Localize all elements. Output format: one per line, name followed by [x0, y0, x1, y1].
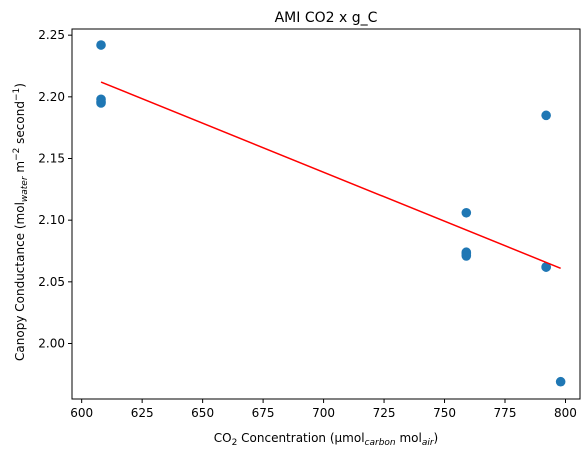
regression-line: [100, 81, 561, 269]
data-point: [541, 110, 551, 121]
x-label-sub2: air: [422, 438, 435, 448]
data-point: [461, 251, 472, 261]
x-label-sub1: carbon: [365, 438, 396, 448]
y-label-sup1: −2: [12, 148, 22, 161]
data-point: [555, 376, 566, 387]
x-tick-label: 625: [131, 406, 154, 420]
y-tick-label: 2.10: [38, 213, 65, 227]
x-tick-label: 750: [433, 406, 456, 420]
axes-frame: [71, 28, 581, 400]
x-tick-label: 675: [252, 406, 275, 420]
data-point: [96, 40, 106, 50]
x-label-main-sub: 2: [232, 438, 238, 448]
y-tick-label: 2.20: [38, 90, 65, 104]
data-point: [461, 207, 472, 218]
x-tick-label: 800: [554, 406, 577, 420]
y-label-mid2: second: [13, 101, 27, 148]
x-tick-label: 650: [191, 406, 214, 420]
data-point: [96, 98, 106, 108]
y-label-end: ): [13, 83, 27, 88]
x-label-main: CO: [214, 431, 232, 445]
x-axis-ticks: 600 625 650 675 700 725 750 775 800: [70, 399, 577, 420]
data-point: [541, 262, 551, 272]
y-axis-label: Canopy Conductance (molwater m−2 second−…: [12, 83, 30, 361]
x-label-end: ): [434, 431, 439, 445]
y-label-mid1: m: [13, 161, 27, 177]
x-tick-label: 600: [70, 406, 93, 420]
y-label-sup2: −1: [12, 88, 22, 101]
x-label-mid: mol: [396, 431, 422, 445]
x-axis-label: CO2 Concentration (µmolcarbon molair): [214, 431, 438, 448]
x-label-rest: Concentration (µmol: [237, 431, 364, 445]
y-tick-label: 2.15: [38, 152, 65, 166]
x-tick-label: 725: [373, 406, 396, 420]
plot-area: [96, 40, 566, 387]
y-axis-ticks: 2.00 2.05 2.10 2.15 2.20 2.25: [38, 28, 72, 351]
y-label-pre: Canopy Conductance (mol: [13, 202, 27, 361]
x-tick-label: 700: [312, 406, 335, 420]
x-tick-label: 775: [494, 406, 517, 420]
y-tick-label: 2.00: [38, 337, 65, 351]
y-label-sub: water: [20, 175, 30, 202]
y-tick-label: 2.25: [38, 28, 65, 42]
y-tick-label: 2.05: [38, 275, 65, 289]
chart-title: AMI CO2 x g_C: [275, 10, 378, 26]
